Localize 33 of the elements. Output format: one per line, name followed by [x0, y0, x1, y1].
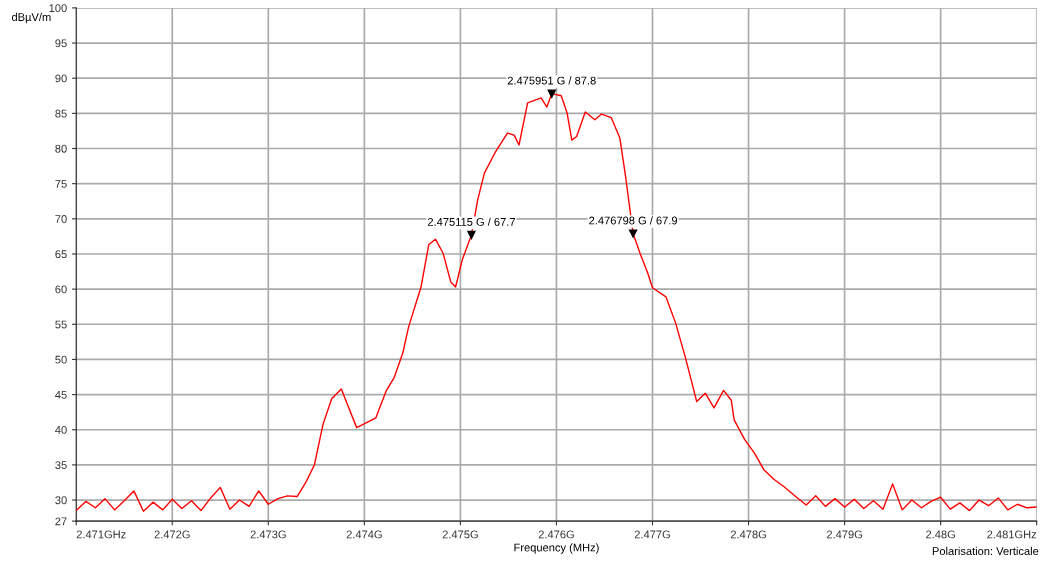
x-tick-label: 2.477G — [634, 530, 670, 539]
y-tick-label: 45 — [55, 390, 67, 399]
y-tick-label: 55 — [55, 320, 67, 329]
y-tick-label: 85 — [55, 109, 67, 118]
y-tick-label: 27 — [55, 517, 67, 526]
x-tick-label: 2.479G — [826, 530, 862, 539]
x-tick-label: 2.478G — [730, 530, 766, 539]
x-axis-title: Frequency (MHz) — [514, 543, 599, 554]
x-tick-label: 2.48G — [926, 530, 955, 539]
y-tick-label: 65 — [55, 250, 67, 259]
y-tick-label: 60 — [55, 285, 67, 294]
x-tick-label: 2.481GHz — [987, 530, 1037, 539]
annotation: 2.475951 G / 87.8 — [507, 76, 596, 85]
y-axis-title: dBµV/m — [11, 12, 51, 24]
y-tick-label: 40 — [55, 426, 67, 434]
x-tick-label: 2.474G — [346, 530, 382, 539]
y-tick-label: 75 — [55, 180, 67, 188]
y-tick-label: 90 — [55, 74, 67, 83]
annotation: 2.475115 G / 67.7 — [427, 217, 515, 226]
x-tick-label: 2.472G — [154, 530, 190, 539]
x-tick-label: 2.476G — [538, 530, 574, 539]
y-tick-label: 35 — [55, 461, 67, 470]
x-tick-label: 2.473G — [250, 530, 286, 539]
text: Polarisation: Verticale — [932, 546, 1039, 556]
y-tick-label: 70 — [55, 215, 67, 223]
annotation: 2.476798 G / 67.9 — [589, 216, 678, 225]
x-tick-label: 2.471GHz — [76, 530, 126, 539]
x-tick-label: 2.475G — [442, 530, 478, 539]
y-tick-label: 80 — [55, 144, 67, 153]
y-tick-label: 95 — [55, 39, 67, 48]
y-tick-label: 30 — [55, 496, 67, 505]
y-tick-label: 50 — [55, 355, 67, 364]
y-tick-label: 100 — [49, 4, 67, 13]
